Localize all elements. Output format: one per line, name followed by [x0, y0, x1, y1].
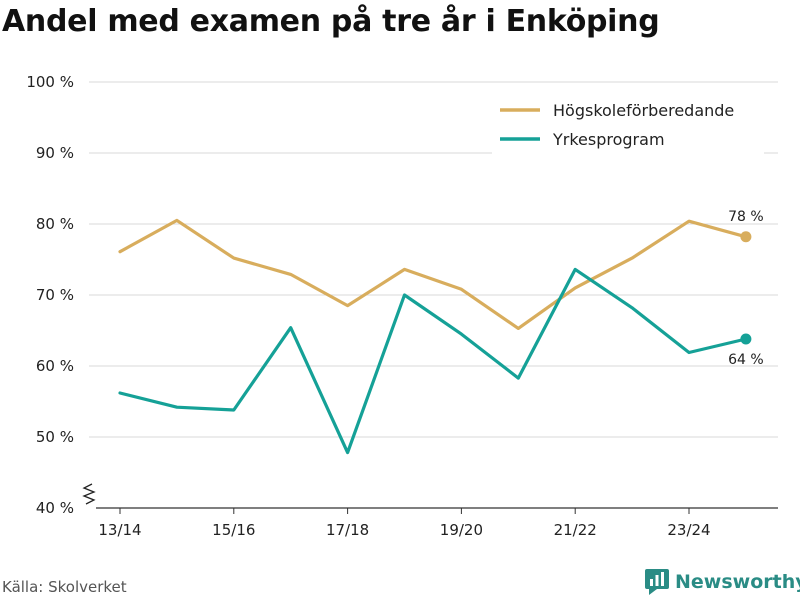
legend-label: Högskoleförberedande: [553, 101, 734, 120]
y-tick-label: 80 %: [36, 215, 74, 233]
x-tick-label: 21/22: [554, 521, 597, 539]
brand-logo[interactable]: Newsworthy: [645, 569, 800, 595]
y-tick-label: 90 %: [36, 144, 74, 162]
line-chart: 40 % 50 % 60 % 70 % 80 % 90 % 100 % 13/14 15/16…: [26, 73, 778, 539]
x-tick-label: 17/18: [326, 521, 369, 539]
y-tick-label: 40 %: [36, 499, 74, 517]
series-lines: 78 % 64 %: [118, 209, 764, 455]
series-line-1: [118, 218, 748, 330]
y-axis-ticks: 40 % 50 % 60 % 70 % 80 % 90 % 100 %: [26, 73, 74, 517]
series-end-label: 64 %: [728, 352, 764, 368]
y-tick-label: 70 %: [36, 286, 74, 304]
series-end-point: [740, 231, 752, 243]
chart-title: Andel med examen på tre år i Enköping: [2, 4, 660, 39]
x-tick-label: 13/14: [98, 521, 141, 539]
series-line-2: [118, 267, 748, 455]
series-end-point: [740, 333, 752, 345]
axis-break-icon: [82, 483, 96, 505]
x-axis-ticks: 13/14 15/16 17/18 19/20 21/22 23/24: [98, 508, 711, 539]
series-end-label: 78 %: [728, 209, 764, 225]
y-tick-label: 100 %: [26, 73, 74, 91]
x-tick-label: 23/24: [667, 521, 710, 539]
legend: Högskoleförberedande Yrkesprogram: [492, 96, 764, 154]
x-tick-label: 15/16: [212, 521, 255, 539]
brand-name: Newsworthy: [675, 571, 800, 593]
legend-label: Yrkesprogram: [552, 130, 665, 149]
x-tick-label: 19/20: [440, 521, 483, 539]
y-tick-label: 60 %: [36, 357, 74, 375]
newsworthy-logo-icon: [645, 569, 669, 595]
source-label: Källa: Skolverket: [2, 578, 127, 596]
y-tick-label: 50 %: [36, 428, 74, 446]
